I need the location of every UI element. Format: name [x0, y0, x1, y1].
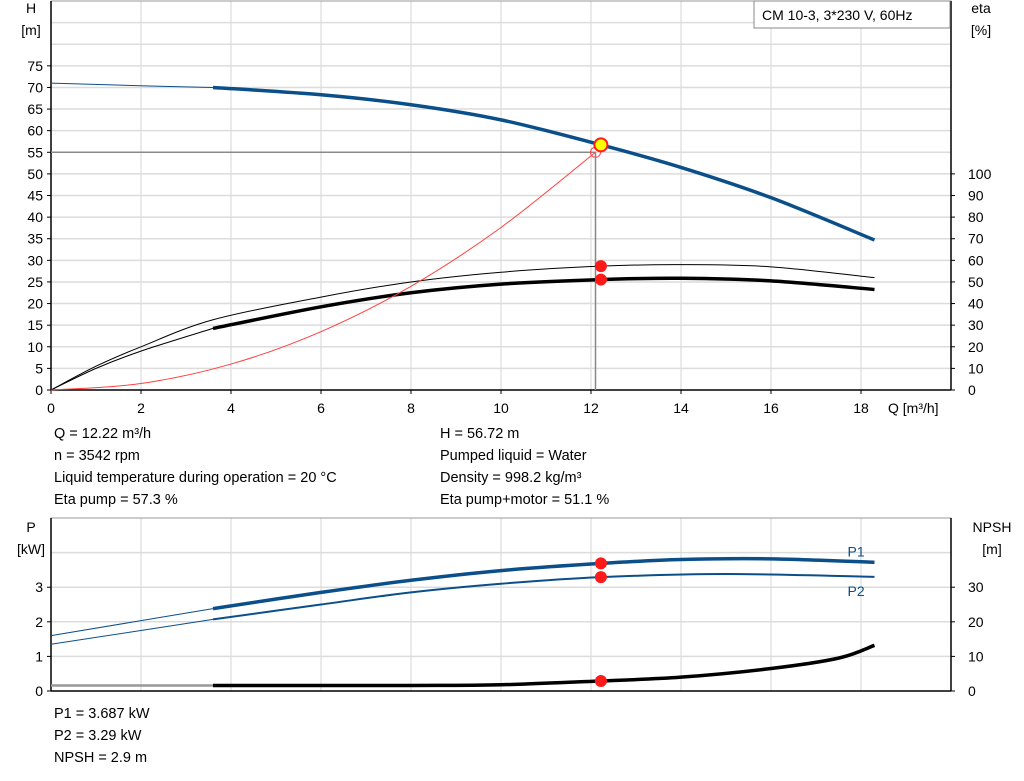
info-npsh: NPSH = 2.9 m	[54, 750, 148, 766]
x-tick-label: 16	[763, 400, 779, 416]
y2-tick-label: 20	[968, 614, 984, 630]
y2-tick-label: 100	[968, 166, 992, 182]
y-tick-label: 3	[35, 579, 43, 595]
x-tick-label: 2	[137, 400, 145, 416]
y-tick-label: 60	[27, 123, 43, 139]
x-tick-label: 12	[583, 400, 599, 416]
info-top-left: Q = 12.22 m³/h n = 3542 rpm Liquid tempe…	[54, 423, 337, 511]
info-top-right: H = 56.72 m Pumped liquid = Water Densit…	[440, 423, 609, 511]
info-p2: P2 = 3.29 kW	[54, 728, 142, 744]
y2-axis-unit: [m]	[982, 541, 1001, 557]
y-axis-label: H	[26, 0, 36, 16]
x-axis-label: Q [m³/h]	[888, 400, 939, 416]
series-eta_pump_motor	[212, 276, 875, 331]
duty-marker-p1	[594, 557, 607, 570]
info-density: Density = 998.2 kg/m³	[440, 470, 582, 486]
y2-axis-unit: [%]	[971, 22, 991, 38]
chart-title: CM 10-3, 3*230 V, 60Hz	[762, 7, 912, 23]
y2-axis-label: eta	[971, 0, 991, 16]
info-p1: P1 = 3.687 kW	[54, 706, 150, 722]
y-tick-label: 50	[27, 166, 43, 182]
y-tick-label: 1	[35, 648, 43, 664]
y-tick-label: 75	[27, 58, 43, 74]
y2-tick-label: 50	[968, 274, 984, 290]
y-tick-label: 55	[27, 144, 43, 160]
y2-tick-label: 0	[968, 382, 976, 398]
series-NPSH	[212, 643, 876, 688]
x-tick-label: 18	[853, 400, 869, 416]
x-tick-label: 0	[47, 400, 55, 416]
info-pumped-liquid: Pumped liquid = Water	[440, 448, 587, 464]
y-tick-label: 2	[35, 614, 43, 630]
series-label-P2: P2	[848, 583, 865, 599]
duty-marker-npsh	[594, 674, 607, 687]
y-tick-label: 35	[27, 231, 43, 247]
y2-tick-label: 0	[968, 683, 976, 699]
y2-tick-label: 80	[968, 209, 984, 225]
y-tick-label: 20	[27, 296, 43, 312]
y-tick-label: 10	[27, 339, 43, 355]
title-box	[753, 0, 951, 29]
series-system-curve	[50, 151, 596, 391]
y2-tick-label: 10	[968, 648, 984, 664]
series-eta_pump-extension	[50, 264, 875, 391]
y-tick-label: 70	[27, 79, 43, 95]
x-tick-label: 4	[227, 400, 235, 416]
y2-tick-label: 40	[968, 296, 984, 312]
y-axis-label: P	[26, 519, 35, 535]
y-tick-label: 45	[27, 188, 43, 204]
y2-tick-label: 70	[968, 231, 984, 247]
series-P1-extension	[50, 608, 214, 637]
x-tick-label: 8	[407, 400, 415, 416]
info-eta-pump-motor: Eta pump+motor = 51.1 %	[440, 492, 610, 508]
y2-tick-label: 90	[968, 188, 984, 204]
info-q: Q = 12.22 m³/h	[54, 426, 152, 442]
info-eta-pump: Eta pump = 57.3 %	[54, 492, 178, 508]
y-tick-label: 5	[35, 360, 43, 376]
series-H-extension	[50, 82, 214, 88]
y2-tick-label: 30	[968, 317, 984, 333]
y-tick-label: 25	[27, 274, 43, 290]
x-tick-label: 6	[317, 400, 325, 416]
x-tick-label: 10	[493, 400, 509, 416]
y-axis-unit: [m]	[21, 22, 40, 38]
info-n: n = 3542 rpm	[54, 448, 140, 464]
info-h: H = 56.72 m	[440, 426, 520, 442]
info-bottom: P1 = 3.687 kW P2 = 3.29 kW NPSH = 2.9 m	[54, 703, 150, 769]
y-tick-label: 30	[27, 252, 43, 268]
duty-marker-eta-pump	[594, 260, 607, 273]
series-P2	[212, 573, 875, 621]
y2-tick-label: 10	[968, 360, 984, 376]
y-tick-label: 0	[35, 683, 43, 699]
info-liquid-temp: Liquid temperature during operation = 20…	[54, 470, 337, 486]
duty-marker-eta-pump-motor	[594, 273, 607, 286]
y-axis-unit: [kW]	[17, 541, 45, 557]
y2-tick-label: 20	[968, 339, 984, 355]
y-tick-label: 0	[35, 382, 43, 398]
series-P2-extension	[50, 618, 214, 645]
y-tick-label: 40	[27, 209, 43, 225]
y-tick-label: 65	[27, 101, 43, 117]
series-H	[212, 85, 876, 242]
duty-marker-p2	[594, 571, 607, 584]
y-tick-label: 15	[27, 317, 43, 333]
y2-axis-label: NPSH	[973, 519, 1012, 535]
series-label-P1: P1	[848, 543, 865, 559]
series-P1	[212, 556, 875, 611]
y2-tick-label: 30	[968, 579, 984, 595]
duty-point-marker	[593, 137, 609, 153]
series-eta_pump_motor-extension	[50, 327, 214, 391]
x-tick-label: 14	[673, 400, 689, 416]
y2-tick-label: 60	[968, 252, 984, 268]
